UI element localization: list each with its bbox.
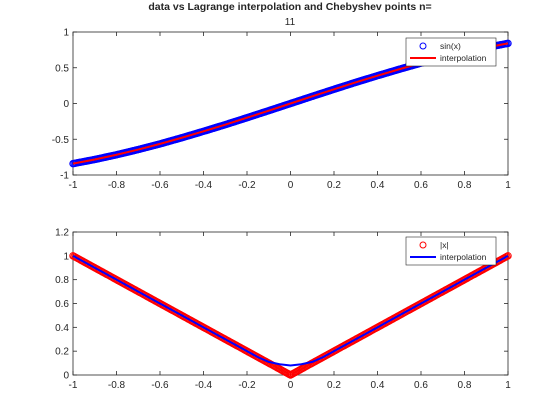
y-tick-label: -1 <box>60 171 69 182</box>
series-layer <box>69 252 512 379</box>
x-tick-label: 0.2 <box>327 380 341 391</box>
y-tick-label: 1.2 <box>55 228 69 239</box>
x-tick-label: -0.2 <box>238 380 256 391</box>
x-tick-label: -0.4 <box>195 380 213 391</box>
x-tick-label: 1 <box>505 180 511 191</box>
x-tick-label: 0.2 <box>327 180 341 191</box>
y-tick-label: -0.5 <box>52 135 70 146</box>
x-tick-label: -1 <box>69 380 78 391</box>
legend: sin(x) interpolation <box>405 37 497 67</box>
chart-title-line-2: 11 <box>285 17 296 28</box>
y-tick-label: 0 <box>63 99 69 110</box>
x-tick-label: -0.4 <box>195 180 213 191</box>
x-tick-label: 0.6 <box>414 380 428 391</box>
y-tick-label: 0.5 <box>55 63 69 74</box>
x-tick-label: 0 <box>288 380 294 391</box>
axes-bottom: -1 -0.8 -0.6 -0.4 -0.2 0 0.2 0.4 0.6 0.8 1 0 0.2 0.4 0… <box>55 228 512 391</box>
interpolation-line <box>72 254 509 367</box>
legend-box <box>405 37 497 67</box>
chart-top: data vs Lagrange interpolation and Cheby… <box>52 1 512 191</box>
x-tick-label: -0.6 <box>151 180 169 191</box>
legend-label: interpolation <box>440 252 487 262</box>
y-tick-label: 1 <box>63 251 69 262</box>
legend-label: |x| <box>440 240 449 250</box>
x-tick-label: 0.4 <box>371 380 385 391</box>
y-tick-label: 1 <box>63 28 69 39</box>
x-tick-label: 0.6 <box>414 180 428 191</box>
data-point <box>504 252 512 260</box>
x-tick-label: 0.8 <box>458 180 472 191</box>
x-tick-label: -0.8 <box>108 380 126 391</box>
x-tick-label: -0.8 <box>108 180 126 191</box>
legend-marker <box>419 241 427 249</box>
y-tick-label: 0.4 <box>55 323 69 334</box>
legend-label: interpolation <box>440 53 487 63</box>
legend-box <box>405 236 497 266</box>
chart-title-line-1: data vs Lagrange interpolation and Cheby… <box>148 1 431 13</box>
x-tick-label: 1 <box>505 380 511 391</box>
legend-marker <box>419 42 427 50</box>
y-tick-label: 0.6 <box>55 299 69 310</box>
x-tick-label: 0 <box>288 180 294 191</box>
y-tick-label: 0 <box>63 371 69 382</box>
y-tick-label: 0.2 <box>55 347 69 358</box>
x-tick-label: -0.6 <box>151 380 169 391</box>
y-tick-label: 0.8 <box>55 275 69 286</box>
x-tick-label: 0.4 <box>371 180 385 191</box>
x-tick-label: -0.2 <box>238 180 256 191</box>
x-tick-label: 0.8 <box>458 380 472 391</box>
legend-label: sin(x) <box>440 41 461 51</box>
x-tick-label: -1 <box>69 180 78 191</box>
legend: |x| interpolation <box>405 236 497 266</box>
axes-top: -1 -0.8 -0.6 -0.4 -0.2 0 0.2 0.4 0.6 0.8 1 -1 -0.5 0 0… <box>52 28 512 191</box>
chart-bottom: -1 -0.8 -0.6 -0.4 -0.2 0 0.2 0.4 0.6 0.8 1 0 0.2 0.4 0… <box>55 228 512 391</box>
